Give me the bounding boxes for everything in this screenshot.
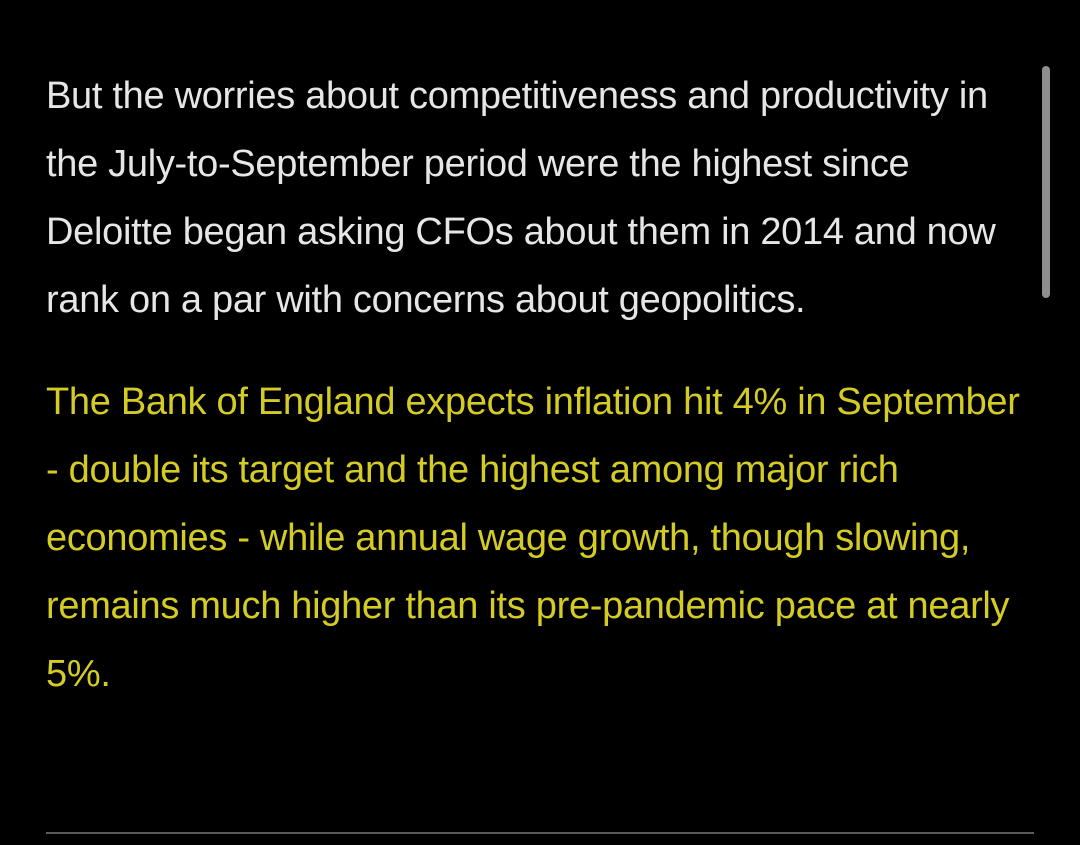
article-paragraph-competitiveness: But the worries about competitiveness an… (46, 75, 996, 321)
scrollbar-thumb[interactable] (1042, 66, 1050, 298)
section-divider (46, 832, 1034, 834)
scrollbar[interactable] (1042, 66, 1050, 298)
article-body: But the worries about competitiveness an… (46, 62, 1031, 708)
article-paragraph-inflation[interactable]: The Bank of England expects inflation hi… (46, 381, 1020, 695)
